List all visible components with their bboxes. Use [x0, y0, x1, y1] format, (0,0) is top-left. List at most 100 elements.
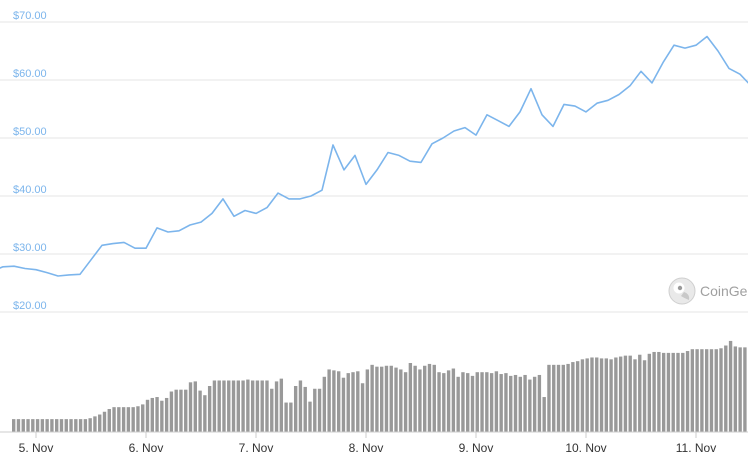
volume-bar [88, 418, 92, 432]
volume-bar [456, 376, 460, 432]
volume-bar [418, 369, 422, 432]
volume-bar [308, 401, 312, 432]
volume-bar [155, 397, 159, 432]
volume-bar [623, 355, 628, 432]
volume-bar [107, 409, 111, 432]
volume-bar [98, 414, 102, 432]
x-tick-label: 5. Nov [19, 441, 54, 455]
x-tick-label: 11. Nov [676, 441, 716, 455]
volume-bar [489, 373, 494, 432]
volume-bar [169, 391, 174, 432]
volume-bar [255, 380, 260, 432]
volume-bar [566, 363, 570, 432]
volume-bar [437, 372, 441, 432]
volume-bar [270, 388, 274, 432]
volume-bar [475, 372, 479, 432]
volume-bar [198, 390, 202, 432]
volume-bar [657, 351, 661, 432]
volume-bar [260, 380, 264, 432]
volume-bar [322, 376, 327, 432]
volume-bar [542, 397, 546, 432]
volume-bar [265, 380, 269, 432]
volume-bar [102, 411, 107, 432]
volume-bar [131, 407, 135, 432]
x-tick-label: 8. Nov [349, 441, 384, 455]
volume-bar [690, 349, 695, 432]
volume-bar [432, 364, 436, 432]
volume-bar [203, 395, 207, 432]
volume-bar [141, 404, 145, 432]
volume-bar [26, 419, 30, 432]
volume-bar [250, 380, 255, 432]
volume-bar [227, 380, 231, 432]
volume-bar [547, 364, 551, 432]
coingecko-watermark: CoinGe [668, 277, 748, 305]
x-tick-label: 7. Nov [239, 441, 274, 455]
volume-bar [528, 379, 532, 432]
volume-bar [298, 380, 303, 432]
y-tick-label: $60.00 [13, 68, 47, 80]
volume-bar [45, 419, 49, 432]
volume-bar [676, 352, 680, 432]
volume-bar [695, 349, 699, 432]
volume-bar [532, 376, 537, 432]
volume-bar [394, 367, 398, 432]
volume-bar [136, 406, 140, 432]
volume-bar [494, 371, 499, 432]
volume-bar [16, 419, 21, 432]
volume-bar [365, 369, 370, 432]
volume-bar [685, 351, 690, 432]
volume-bar [666, 352, 671, 432]
gridlines [0, 21, 748, 313]
x-tick-label: 9. Nov [459, 441, 494, 455]
volume-bar [427, 363, 432, 432]
volume-bar [293, 386, 298, 432]
volume-bar [408, 363, 413, 432]
volume-bar [246, 379, 250, 432]
volume-bar [556, 364, 561, 432]
volume-bar [231, 380, 236, 432]
volume-bar [442, 373, 446, 432]
volume-bar [719, 348, 723, 432]
volume-bar [609, 359, 613, 432]
volume-bar [74, 419, 78, 432]
volume-bar [647, 353, 652, 432]
volume-bar [207, 386, 212, 432]
volume-bar [671, 352, 675, 432]
volume-bar [518, 376, 522, 432]
volume-bar [241, 380, 245, 432]
volume-bar [303, 386, 307, 432]
volume-bar [628, 355, 632, 432]
volume-bar [375, 366, 379, 432]
volume-bar [537, 374, 542, 432]
volume-bar [561, 364, 565, 432]
volume-bar [446, 370, 451, 432]
volume-bar [661, 352, 666, 432]
volume-bar [93, 416, 97, 432]
y-tick-label: $40.00 [13, 184, 47, 196]
volume-bar [389, 365, 393, 432]
volume-bar [552, 364, 556, 432]
volume-bar [423, 365, 427, 432]
volume-bar [652, 351, 656, 432]
volume-bar [69, 419, 73, 432]
volume-bar [284, 402, 288, 432]
volume-bar [12, 419, 16, 432]
volume-bar [738, 347, 742, 432]
volume-bar [50, 419, 54, 432]
volume-bar [595, 357, 599, 432]
volume-bar [504, 373, 508, 432]
volume-bar [55, 419, 59, 432]
volume-bar [179, 389, 183, 432]
volume-bar [236, 380, 240, 432]
volume-bar [470, 375, 475, 432]
volume-bar [150, 397, 154, 432]
volume-bar [399, 369, 403, 432]
volume-bar [485, 372, 489, 432]
volume-bar [590, 357, 594, 432]
volume-bar [642, 360, 647, 432]
y-tick-label: $30.00 [13, 242, 47, 254]
volume-bar [289, 402, 293, 432]
volume-bar [633, 359, 637, 432]
